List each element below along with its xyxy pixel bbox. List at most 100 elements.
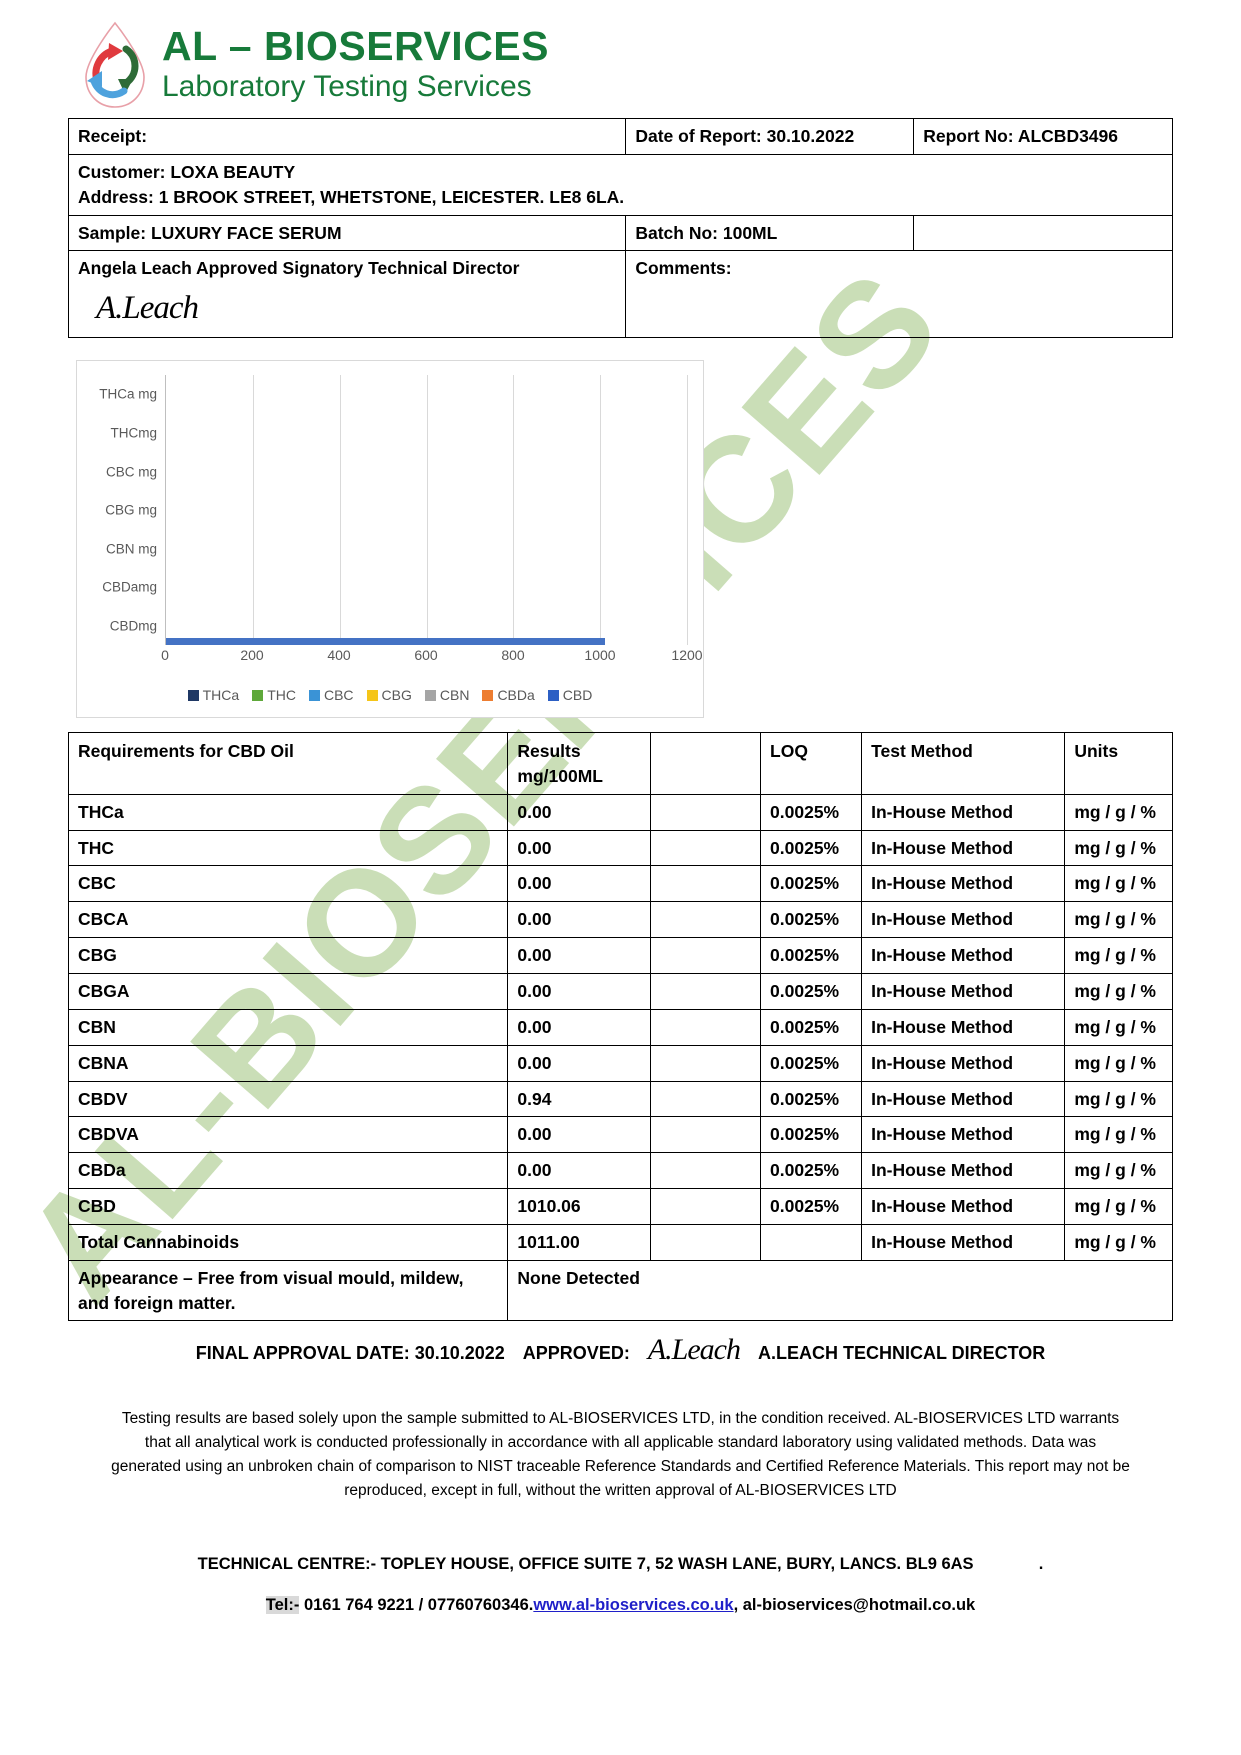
- col-header-results: Results mg/100ML: [507, 732, 652, 795]
- cell-units: mg / g / %: [1064, 1080, 1173, 1118]
- disclaimer-text: Testing results are based solely upon th…: [111, 1410, 1130, 1500]
- cell-test-method: In-House Method: [861, 972, 1066, 1010]
- col-header-results-line2: mg/100ML: [517, 765, 603, 786]
- cell-loq: 0.0025%: [760, 972, 863, 1010]
- table-row: CBDa 0.00 0.0025% In-House Method mg / g / %: [67, 1152, 1173, 1190]
- cell-analyte-name: Total Cannabinoids: [67, 1223, 509, 1261]
- chart-x-tick-label: 0: [161, 647, 169, 664]
- cell-units: mg / g / %: [1064, 1188, 1173, 1225]
- cell-units: mg / g / %: [1064, 1223, 1173, 1261]
- chart-legend-label: CBN: [439, 687, 470, 704]
- chart-plot-area: [165, 375, 688, 646]
- cell-analyte-name: CBGA: [67, 972, 509, 1010]
- table-row: THCa 0.00 0.0025% In-House Method mg / g / %: [67, 793, 1173, 831]
- table-row: CBDVA 0.00 0.0025% In-House Method mg / g / …: [67, 1116, 1173, 1154]
- chart-legend-item: THCa: [187, 687, 240, 704]
- cell-units: mg / g / %: [1064, 937, 1173, 974]
- cell-result-value: 0.00: [507, 1152, 652, 1190]
- chart-gridline: [600, 375, 602, 646]
- footer-website-link[interactable]: www.al-bioservices.co.uk: [533, 1596, 734, 1615]
- chart-legend-item: THC: [252, 687, 296, 703]
- chart-legend-swatch-icon: [547, 689, 559, 701]
- cell-result-value: 0.00: [507, 1044, 652, 1082]
- table-row: CBDV 0.94 0.0025% In-House Method mg / g / %: [67, 1080, 1173, 1118]
- cell-analyte-name: CBDa: [67, 1152, 509, 1190]
- batch-no-cell: Batch No: 100ML: [625, 214, 915, 252]
- cell-test-method: In-House Method: [861, 865, 1066, 903]
- cell-result-value: 1010.06: [507, 1188, 652, 1225]
- cell-analyte-name: CBC: [67, 865, 509, 903]
- chart-category-label: CBDmg: [109, 618, 157, 634]
- cell-units: mg / g / %: [1064, 972, 1173, 1010]
- chart-legend-item: CBDa: [482, 687, 535, 704]
- results-table: Requirements for CBD Oil Results mg/100M…: [67, 732, 1173, 1322]
- table-header-row: Requirements for CBD Oil Results mg/100M…: [67, 732, 1173, 795]
- chart-bar: [166, 637, 605, 645]
- table-row: CBC 0.00 0.0025% In-House Method mg / g / %: [67, 865, 1173, 903]
- chart-x-tick-label: 1200: [671, 647, 703, 664]
- chart-legend-swatch-icon: [187, 689, 199, 701]
- table-row: CBD 1010.06 0.0025% In-House Method mg / g /…: [67, 1188, 1173, 1225]
- brand-text: AL – BIOSERVICES Laboratory Testing Serv…: [162, 25, 549, 105]
- cell-loq: 0.0025%: [760, 829, 863, 867]
- approval-director: A.LEACH TECHNICAL DIRECTOR: [757, 1343, 1046, 1364]
- cell-blank: [650, 1223, 762, 1261]
- cell-result-value: 0.00: [507, 937, 652, 974]
- cell-blank: [650, 1116, 762, 1154]
- signature-mark: A.Leach: [96, 290, 199, 327]
- cell-units: mg / g / %: [1064, 1044, 1173, 1082]
- cell-blank: [650, 1008, 762, 1046]
- chart-legend-label: THCa: [202, 687, 240, 704]
- chart-legend-item: CBD: [547, 687, 593, 704]
- cell-loq: 0.0025%: [760, 1188, 863, 1225]
- cell-result-value: 0.00: [507, 793, 652, 831]
- cell-units: mg / g / %: [1064, 1152, 1173, 1190]
- cell-test-method: In-House Method: [861, 1080, 1066, 1118]
- cell-loq: 0.0025%: [760, 1152, 863, 1190]
- address-line: Address: 1 BROOK STREET, WHETSTONE, LEIC…: [78, 186, 625, 207]
- chart-legend-label: CBDa: [497, 687, 535, 704]
- comments-cell: Comments:: [625, 250, 1173, 339]
- cell-analyte-name: CBNA: [67, 1044, 509, 1082]
- chart-legend-label: CBD: [562, 687, 593, 704]
- chart-gridline: [339, 375, 341, 646]
- chart-category-label: THCa mg: [99, 386, 157, 402]
- page-footer: TECHNICAL CENTRE:- TOPLEY HOUSE, OFFICE …: [68, 1555, 1173, 1615]
- cell-loq: 0.0025%: [760, 1008, 863, 1046]
- appearance-value: None Detected: [507, 1259, 1173, 1322]
- table-row: THC 0.00 0.0025% In-House Method mg / g / %: [67, 829, 1173, 867]
- cell-analyte-name: THC: [67, 829, 509, 867]
- chart-legend-item: CBG: [366, 687, 412, 703]
- cell-test-method: In-House Method: [861, 1152, 1066, 1190]
- chart-x-tick-label: 400: [327, 647, 351, 664]
- chart-gridline: [252, 375, 254, 646]
- cell-loq: 0.0025%: [760, 1080, 863, 1118]
- table-row: CBGA 0.00 0.0025% In-House Method mg / g / %: [67, 972, 1173, 1010]
- cell-loq: 0.0025%: [760, 1116, 863, 1154]
- chart-x-tick-label: 1000: [584, 647, 616, 664]
- col-header-blank: [650, 732, 762, 795]
- cell-test-method: In-House Method: [861, 1008, 1066, 1046]
- chart-x-axis: 0 200 400 600 800 1000 1200: [161, 647, 702, 665]
- col-header-results-line1: Results: [517, 741, 581, 762]
- table-row: CBCA 0.00 0.0025% In-House Method mg / g / %: [67, 901, 1173, 939]
- cell-test-method: In-House Method: [861, 1116, 1066, 1154]
- chart-legend-swatch-icon: [252, 689, 264, 701]
- chart-legend-swatch-icon: [366, 689, 378, 701]
- chart-legend-label: CBC: [323, 687, 354, 704]
- appearance-label: Appearance – Free from visual mould, mil…: [67, 1259, 509, 1322]
- cell-analyte-name: THCa: [67, 793, 509, 831]
- chart-legend-label: THC: [267, 687, 296, 704]
- chart-legend-swatch-icon: [424, 689, 436, 701]
- cell-test-method: In-House Method: [861, 1188, 1066, 1225]
- col-header-test-method: Test Method: [861, 732, 1066, 795]
- cell-result-value: 0.00: [507, 1116, 652, 1154]
- cell-result-value: 0.00: [507, 972, 652, 1010]
- final-approval-date: FINAL APPROVAL DATE: 30.10.2022: [195, 1343, 505, 1364]
- cell-test-method: In-House Method: [861, 829, 1066, 867]
- chart-category-label: CBG mg: [105, 502, 157, 518]
- chart-legend-swatch-icon: [308, 689, 320, 701]
- cell-result-value: 0.00: [507, 901, 652, 939]
- cell-loq: 0.0025%: [760, 937, 863, 974]
- cell-test-method: In-House Method: [861, 1223, 1066, 1261]
